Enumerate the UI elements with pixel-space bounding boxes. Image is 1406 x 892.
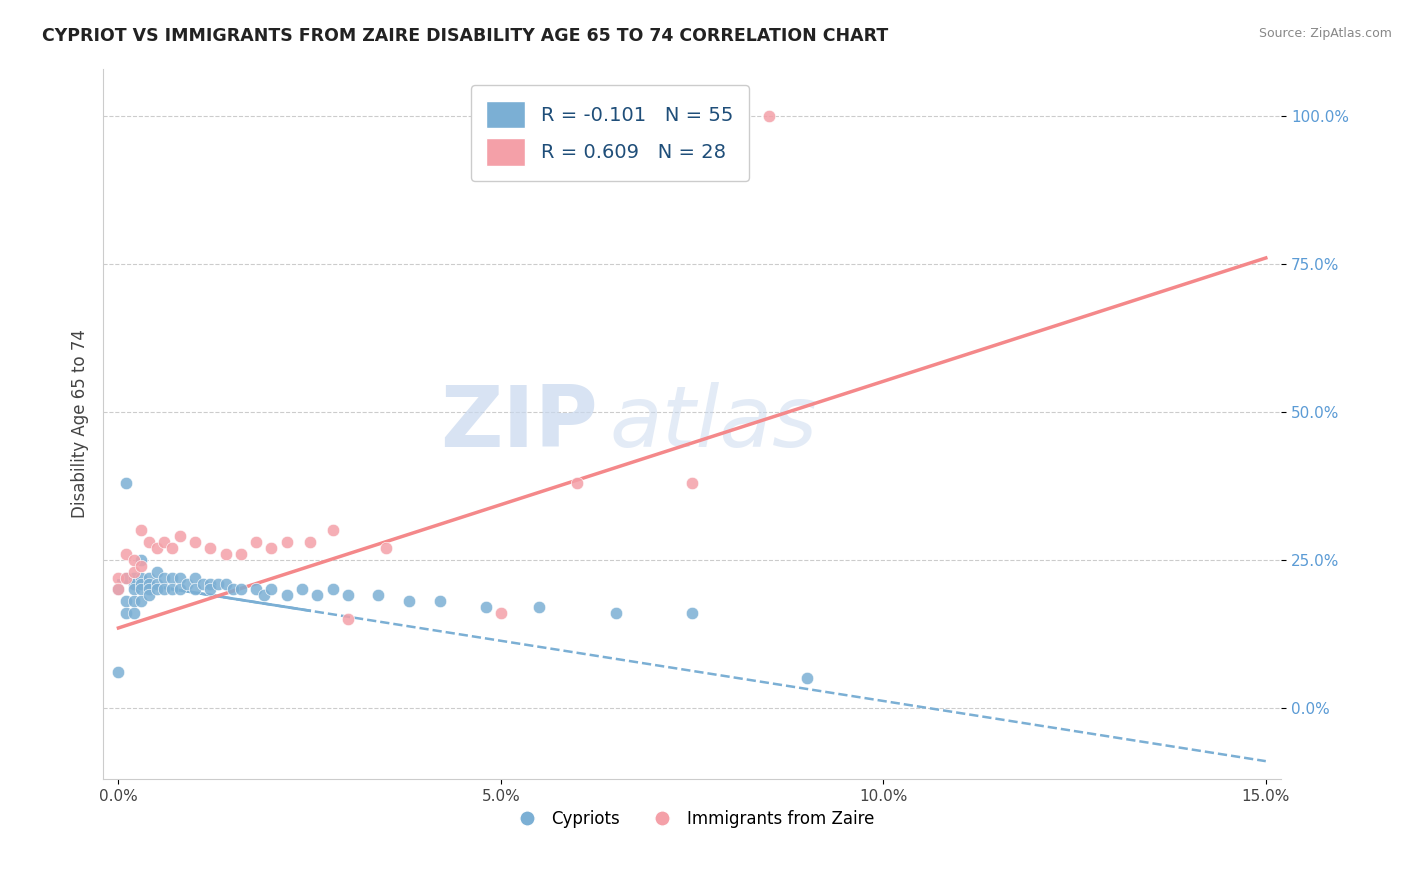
Point [115,475,138,490]
Point [184,535,207,549]
Point [138,582,160,597]
Point [176,576,198,591]
Point [291,582,314,597]
Text: Source: ZipAtlas.com: Source: ZipAtlas.com [1258,27,1392,40]
Point [322,523,344,537]
Point [131,594,153,608]
Point [229,582,252,597]
Point [122,582,145,597]
Point [276,588,298,602]
Point [138,576,160,591]
Point [115,547,138,561]
Point [145,582,167,597]
Point [260,582,283,597]
Point [122,576,145,591]
Point [169,571,191,585]
Point [367,588,389,602]
Point [160,571,183,585]
Point [122,571,145,585]
Legend: Cypriots, Immigrants from Zaire: Cypriots, Immigrants from Zaire [503,803,882,835]
Point [169,529,191,543]
Point [160,582,183,597]
Point [429,594,451,608]
Point [122,594,145,608]
Point [131,576,153,591]
Point [200,582,222,597]
Point [184,571,207,585]
Point [153,582,176,597]
Point [131,582,153,597]
Point [527,600,550,615]
Point [107,582,129,597]
Point [153,535,176,549]
Point [298,535,321,549]
Point [796,671,818,685]
Point [253,588,276,602]
Point [605,606,627,620]
Point [122,606,145,620]
Point [229,547,252,561]
Point [307,588,329,602]
Point [245,535,267,549]
Point [131,558,153,573]
Point [131,553,153,567]
Point [138,535,160,549]
Point [191,576,214,591]
Y-axis label: Disability Age 65 to 74: Disability Age 65 to 74 [72,329,89,518]
Point [336,612,359,626]
Point [398,594,420,608]
Point [207,576,229,591]
Point [200,576,222,591]
Point [122,553,145,567]
Point [200,541,222,555]
Text: ZIP: ZIP [440,382,598,466]
Point [107,665,129,680]
Point [260,541,283,555]
Point [758,109,780,123]
Point [214,547,236,561]
Text: atlas: atlas [610,382,818,466]
Point [131,571,153,585]
Point [145,576,167,591]
Point [214,576,236,591]
Point [145,565,167,579]
Point [115,571,138,585]
Point [222,582,245,597]
Point [336,588,359,602]
Point [184,582,207,597]
Point [160,541,183,555]
Point [131,523,153,537]
Point [115,571,138,585]
Point [153,571,176,585]
Point [322,582,344,597]
Point [169,582,191,597]
Point [107,571,129,585]
Point [276,535,298,549]
Point [474,600,496,615]
Point [107,582,129,597]
Point [375,541,398,555]
Point [115,606,138,620]
Point [245,582,267,597]
Point [138,571,160,585]
Point [138,588,160,602]
Point [567,475,589,490]
Point [145,541,167,555]
Point [681,475,703,490]
Point [122,565,145,579]
Point [115,594,138,608]
Text: CYPRIOT VS IMMIGRANTS FROM ZAIRE DISABILITY AGE 65 TO 74 CORRELATION CHART: CYPRIOT VS IMMIGRANTS FROM ZAIRE DISABIL… [42,27,889,45]
Point [489,606,512,620]
Point [681,606,703,620]
